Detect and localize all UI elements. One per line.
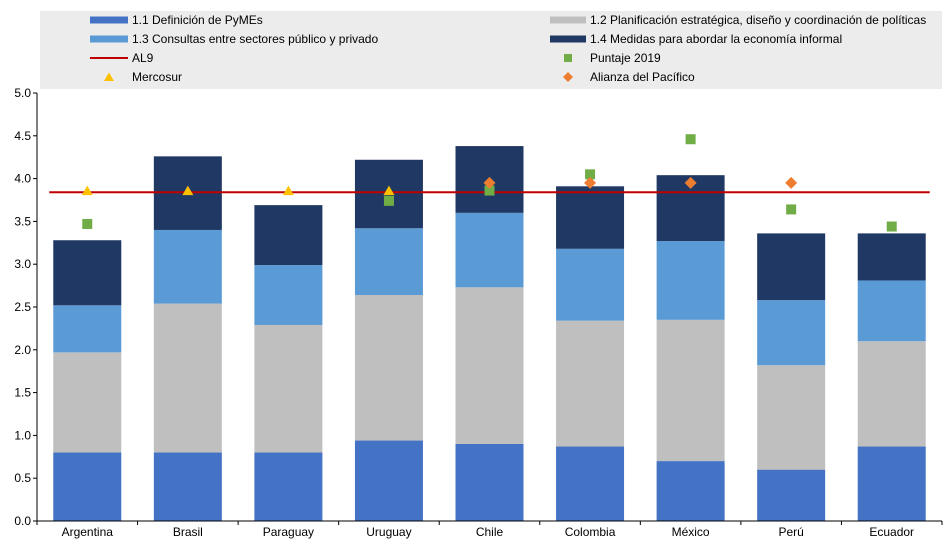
- alianza-marker: [785, 176, 798, 189]
- bars: [53, 146, 926, 521]
- puntaje-2019-marker: [685, 134, 696, 145]
- bar-segment-mexico: [656, 241, 725, 320]
- puntaje-2019-marker: [886, 221, 897, 232]
- alianza-marker: [483, 176, 496, 189]
- legend-swatch: [563, 72, 573, 82]
- legend-label-mercosur: Mercosur: [132, 70, 182, 84]
- mercosur-marker: [383, 185, 395, 196]
- bar-segment-chile: [455, 212, 524, 288]
- bar-segment-uruguay: [354, 295, 423, 441]
- bar-segment-peru: [757, 300, 826, 366]
- bar-segment-paraguay: [254, 265, 323, 325]
- bar-segment-ecuador: [857, 341, 926, 447]
- y-tick-label: 4.0: [14, 172, 31, 186]
- bar-segment-colombia: [556, 446, 625, 521]
- legend-swatch: [90, 35, 128, 43]
- bar-segment-brasil: [153, 303, 222, 453]
- legend-label-alianza-del-pacifico: Alianza del Pacífico: [590, 70, 695, 84]
- bar-segment-argentina: [53, 352, 122, 453]
- y-tick-label: 1.0: [14, 428, 31, 442]
- legend-label-al9: AL9: [132, 51, 154, 65]
- legend-label-1-3-consultas-entre-sectores-publico-y-privado: 1.3 Consultas entre sectores público y p…: [132, 32, 378, 46]
- overlay-markers: [49, 134, 930, 232]
- bar-segment-mexico: [656, 319, 725, 462]
- bar-segment-chile: [455, 287, 524, 444]
- legend-label-1-4-medidas-para-abordar-la-economia-informal: 1.4 Medidas para abordar la economía inf…: [590, 32, 842, 46]
- bar-segment-ecuador: [857, 233, 926, 281]
- bar-segment-paraguay: [254, 452, 323, 521]
- bar-segment-chile: [455, 443, 524, 521]
- y-tick-label: 1.5: [14, 386, 31, 400]
- legend-background: [40, 11, 942, 89]
- puntaje-2019-marker: [82, 218, 93, 229]
- y-tick-label: 5.0: [14, 86, 31, 100]
- x-tick-label-mexico: México: [672, 525, 710, 539]
- x-tick-label-uruguay: Uruguay: [366, 525, 411, 539]
- y-tick-label: 3.5: [14, 214, 31, 228]
- bar-segment-colombia: [556, 186, 625, 249]
- x-tick-label-argentina: Argentina: [62, 525, 114, 539]
- x-tick-label-ecuador: Ecuador: [869, 525, 914, 539]
- x-tick-label-paraguay: Paraguay: [263, 525, 314, 539]
- x-axis: Argentina Brasil Paraguay Uruguay Chile Colom…: [36, 520, 943, 539]
- bar-segment-paraguay: [254, 324, 323, 453]
- y-tick-label: 4.5: [14, 129, 31, 143]
- puntaje-2019-marker: [786, 204, 797, 215]
- y-tick-label: 2.5: [14, 300, 31, 314]
- legend-label-puntaje-2019: Puntaje 2019: [590, 51, 661, 65]
- x-tick-label-colombia: Colombia: [565, 525, 616, 539]
- bar-segment-brasil: [153, 452, 222, 521]
- mercosur-marker: [81, 185, 93, 196]
- bar-segment-brasil: [153, 229, 222, 304]
- bar-segment-peru: [757, 233, 826, 301]
- bar-segment-paraguay: [254, 205, 323, 266]
- x-tick-label-peru: Perú: [778, 525, 803, 539]
- bar-segment-uruguay: [354, 228, 423, 296]
- bar-segment-argentina: [53, 240, 122, 306]
- legend-swatch: [564, 54, 572, 62]
- x-tick-label-chile: Chile: [476, 525, 504, 539]
- bar-segment-peru: [757, 365, 826, 470]
- bar-segment-argentina: [53, 452, 122, 521]
- bar-segment-mexico: [656, 461, 725, 521]
- y-tick-label: 2.0: [14, 343, 31, 357]
- legend-label-1-2-planificacion-estrategica-diseno-y-coordinacion-de-politicas: 1.2 Planificación estratégica, diseño y …: [590, 13, 926, 27]
- puntaje-2019-marker: [484, 185, 495, 196]
- bar-segment-peru: [757, 469, 826, 521]
- bar-segment-ecuador: [857, 280, 926, 342]
- y-axis: 0.0 0.5 1.0 1.5 2.0 2.5 3.0 3.5 4.0 4.5 5.0: [14, 86, 38, 528]
- y-tick-label: 3.0: [14, 257, 31, 271]
- legend-label-1-1-definicion-de-pymes: 1.1 Definición de PyMEs: [132, 13, 263, 27]
- legend-swatch: [104, 72, 114, 81]
- alianza-marker: [584, 176, 597, 189]
- puntaje-2019-marker: [585, 169, 596, 180]
- legend-swatch: [550, 16, 586, 24]
- puntaje-2019-marker: [383, 195, 394, 206]
- bar-segment-colombia: [556, 320, 625, 447]
- legend: 1.1 Definición de PyMEs 1.2 Planificación…: [90, 13, 926, 84]
- mercosur-marker: [282, 185, 294, 196]
- legend-swatch: [550, 35, 586, 43]
- bar-segment-ecuador: [857, 446, 926, 521]
- mercosur-marker: [182, 185, 194, 196]
- legend-swatch: [90, 16, 128, 24]
- bar-segment-argentina: [53, 305, 122, 353]
- x-tick-label-brasil: Brasil: [173, 525, 203, 539]
- y-tick-label: 0.5: [14, 471, 31, 485]
- bar-segment-colombia: [556, 248, 625, 321]
- alianza-marker: [684, 176, 697, 189]
- bar-segment-uruguay: [354, 440, 423, 521]
- y-tick-label: 0.0: [14, 514, 31, 528]
